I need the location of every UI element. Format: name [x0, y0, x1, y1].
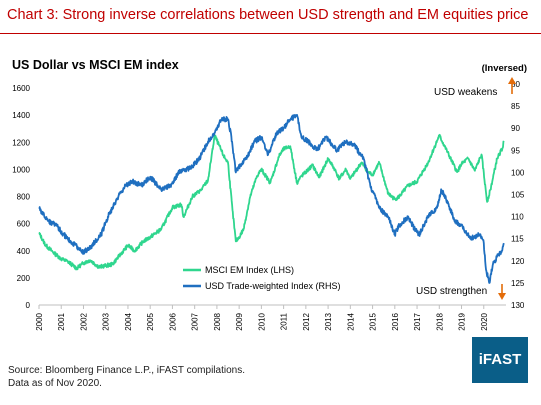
series-line-msci-em — [38, 133, 505, 271]
x-tick-label: 2019 — [458, 312, 467, 330]
x-tick-label: 2007 — [191, 312, 200, 330]
legend-label-msci-em: MSCI EM Index (LHS) — [205, 265, 294, 275]
right-tick-label: 105 — [511, 191, 525, 200]
right-tick-label: 100 — [511, 168, 525, 177]
footer: Source: Bloomberg Finance L.P., iFAST co… — [8, 364, 245, 390]
x-tick-label: 2020 — [480, 312, 489, 330]
x-tick-label: 2015 — [369, 312, 378, 330]
chart-title: Chart 3: Strong inverse correlations bet… — [7, 7, 529, 23]
left-tick-label: 1400 — [12, 111, 30, 120]
x-tick-label: 2017 — [413, 312, 422, 330]
x-axis-ticks: 2000 2001 2002 2003 2004 2005 2006 2007 2008 2009… — [35, 305, 489, 331]
x-tick-label: 2009 — [235, 312, 244, 330]
left-tick-label: 600 — [17, 220, 31, 229]
legend-label-usd-twi: USD Trade-weighted Index (RHS) — [205, 281, 341, 291]
series-line-usd-twi — [38, 114, 505, 284]
arrow-up-head — [508, 77, 516, 84]
x-tick-label: 2008 — [213, 312, 222, 330]
right-tick-label: 120 — [511, 257, 525, 266]
right-tick-label: 95 — [511, 146, 520, 155]
right-axis-ticks: 80 85 90 95 100 105 110 115 120 125 130 — [511, 80, 525, 310]
x-tick-label: 2002 — [79, 312, 88, 330]
right-tick-label: 80 — [511, 80, 520, 89]
x-tick-label: 2005 — [146, 312, 155, 330]
x-tick-label: 2001 — [57, 312, 66, 330]
left-tick-label: 1600 — [12, 84, 30, 93]
right-tick-label: 110 — [511, 213, 524, 222]
right-tick-label: 130 — [511, 301, 525, 310]
left-tick-label: 200 — [17, 274, 31, 283]
ifast-logo: iFAST — [472, 337, 528, 383]
data-date-note: Data as of Nov 2020. — [8, 378, 102, 389]
left-tick-label: 0 — [26, 301, 31, 310]
annotation-usd-weakens: USD weakens — [434, 87, 497, 98]
chart-subtitle: US Dollar vs MSCI EM index — [12, 58, 179, 72]
x-tick-label: 2011 — [280, 312, 289, 330]
x-tick-label: 2014 — [346, 312, 355, 330]
right-axis-label: (Inversed) — [482, 63, 527, 74]
left-tick-label: 800 — [17, 193, 31, 202]
left-axis-ticks: 0 200 400 600 800 1000 1200 1400 1600 — [12, 84, 30, 310]
source-note: Source: Bloomberg Finance L.P., iFAST co… — [8, 365, 245, 376]
left-tick-label: 1200 — [12, 138, 30, 147]
left-tick-label: 1000 — [12, 165, 30, 174]
annotation-usd-strengthen: USD strengthen — [416, 286, 487, 297]
right-tick-label: 115 — [511, 235, 524, 244]
x-tick-label: 2016 — [391, 312, 400, 330]
x-tick-label: 2013 — [324, 312, 333, 330]
right-tick-label: 125 — [511, 279, 525, 288]
x-tick-label: 2012 — [302, 312, 311, 330]
x-tick-label: 2006 — [168, 312, 177, 330]
x-tick-label: 2018 — [435, 312, 444, 330]
right-tick-label: 85 — [511, 102, 520, 111]
x-tick-label: 2000 — [35, 312, 44, 330]
x-tick-label: 2010 — [257, 312, 266, 330]
right-tick-label: 90 — [511, 124, 520, 133]
left-tick-label: 400 — [17, 247, 31, 256]
arrow-down-head — [498, 293, 506, 300]
x-tick-label: 2003 — [102, 312, 111, 330]
title-divider — [0, 33, 541, 34]
x-tick-label: 2004 — [124, 312, 133, 330]
